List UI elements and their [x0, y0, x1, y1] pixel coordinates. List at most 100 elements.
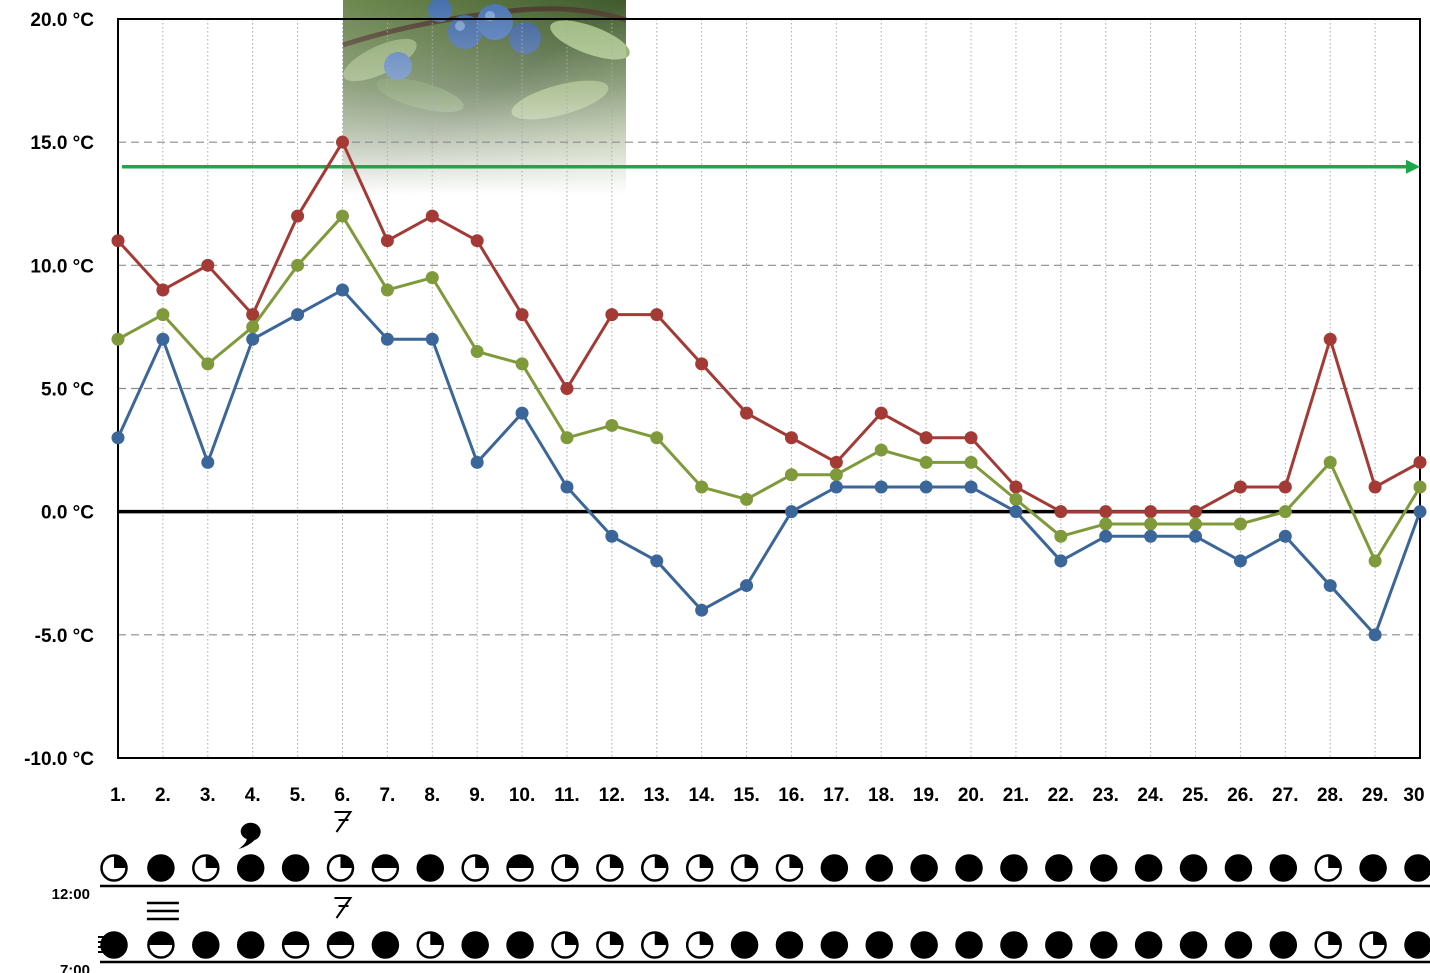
data-point: [156, 283, 170, 297]
data-point: [1413, 505, 1427, 519]
data-point: [1278, 480, 1292, 494]
cloud-cover-icon: [281, 854, 310, 882]
data-point: [246, 308, 260, 322]
cloud-cover-icon: [192, 854, 220, 882]
data-point: [650, 308, 664, 322]
data-point: [111, 431, 125, 445]
data-point: [740, 579, 754, 593]
cloud-cover-icon: [1269, 931, 1298, 959]
cloud-cover-icon: [775, 931, 804, 959]
cloud-cover-icon: [1134, 931, 1163, 959]
grid-lines: [118, 19, 1420, 758]
data-point: [964, 431, 978, 445]
data-point: [1278, 529, 1292, 543]
data-point: [695, 603, 709, 617]
cloud-cover-icon: [1314, 931, 1342, 959]
data-point: [829, 480, 843, 494]
weather-row: 12:00: [52, 854, 1430, 903]
x-tick-label: 19.: [913, 785, 939, 806]
time-label: 12:00: [52, 886, 90, 903]
plot-frame: [117, 18, 1421, 759]
cloud-cover-icon: [281, 931, 310, 959]
y-tick-label: -5.0 °C: [35, 626, 95, 647]
data-point: [964, 455, 978, 469]
x-tick-label: 22.: [1048, 785, 1074, 806]
data-point: [156, 332, 170, 346]
data-point: [1099, 529, 1113, 543]
wind-flag-icon: [334, 897, 353, 919]
data-point: [425, 271, 439, 285]
cloud-cover-icon: [1224, 854, 1253, 882]
data-point: [560, 480, 574, 494]
data-point: [1099, 505, 1113, 519]
data-point: [1099, 517, 1113, 531]
y-tick-label: 5.0 °C: [41, 380, 94, 401]
cloud-cover-icon: [910, 854, 938, 882]
x-axis-ticks: 1. 2. 3. 4. 5. 6. 7. 8. 9. 10. 11. 12. 13. 14. 15. 16. 1…: [110, 785, 1425, 806]
data-point: [425, 332, 439, 346]
x-tick-label: 11.: [554, 785, 579, 806]
cloud-cover-icon: [596, 931, 624, 959]
cloud-cover-icon: [1134, 854, 1163, 882]
weather-observations: 12:00 7:00: [52, 811, 1430, 973]
data-point: [515, 357, 529, 371]
x-tick-label: 14.: [688, 785, 714, 806]
data-point: [784, 431, 798, 445]
cloud-cover-icon: [1224, 931, 1253, 959]
rain-drop-icon: [238, 822, 261, 849]
x-tick-label: 3.: [200, 785, 216, 806]
cloud-cover-icon: [910, 931, 938, 959]
cloud-cover-icon: [1404, 854, 1430, 882]
data-point: [470, 345, 484, 359]
cloud-cover-icon: [506, 931, 534, 959]
cloud-cover-icon: [1000, 854, 1028, 882]
x-tick-label: 12.: [599, 785, 625, 806]
data-point: [1233, 480, 1247, 494]
data-point: [650, 554, 664, 568]
cloud-cover-icon: [236, 854, 265, 882]
data-point: [919, 431, 933, 445]
x-tick-label: 28.: [1317, 785, 1343, 806]
cloud-cover-icon: [506, 854, 534, 882]
x-tick-label: 30: [1403, 785, 1424, 806]
data-point: [829, 455, 843, 469]
cloud-cover-icon: [1359, 931, 1387, 959]
data-point: [380, 234, 394, 248]
cloud-cover-icon: [326, 854, 355, 882]
cloud-cover-icon: [236, 931, 265, 959]
data-point: [829, 468, 843, 482]
data-point: [1413, 455, 1427, 469]
data-point: [874, 480, 888, 494]
y-tick-label: 10.0 °C: [30, 256, 94, 277]
cloud-cover-icon: [1404, 931, 1430, 959]
x-tick-label: 1.: [110, 785, 126, 806]
data-point: [695, 357, 709, 371]
data-point: [291, 209, 305, 223]
y-axis-ticks: -10.0 °C -5.0 °C 0.0 °C 5.0 °C 10.0 °C 15.0 °…: [24, 10, 94, 770]
cloud-cover-icon: [730, 931, 759, 959]
cloud-cover-icon: [685, 854, 714, 882]
cloud-cover-icon: [551, 931, 579, 959]
data-point: [1278, 505, 1292, 519]
data-point: [560, 431, 574, 445]
threshold-arrow-icon: [1406, 159, 1420, 174]
y-tick-label: -10.0 °C: [24, 749, 94, 770]
cloud-cover-icon: [596, 854, 624, 882]
data-point: [605, 308, 619, 322]
series-2: [111, 209, 1427, 568]
data-point: [1233, 554, 1247, 568]
data-point: [1189, 517, 1203, 531]
cloud-cover-icon: [1000, 931, 1028, 959]
cloud-cover-icon: [641, 931, 669, 959]
series-line: [117, 214, 1422, 563]
data-point: [1054, 529, 1068, 543]
data-point: [1368, 480, 1382, 494]
data-point: [1323, 455, 1337, 469]
data-point: [335, 135, 349, 149]
cloud-cover-icon: [371, 931, 400, 959]
cloud-cover-icon: [1269, 854, 1298, 882]
data-point: [1054, 505, 1068, 519]
cloud-cover-icon: [820, 931, 849, 959]
x-tick-label: 23.: [1093, 785, 1119, 806]
